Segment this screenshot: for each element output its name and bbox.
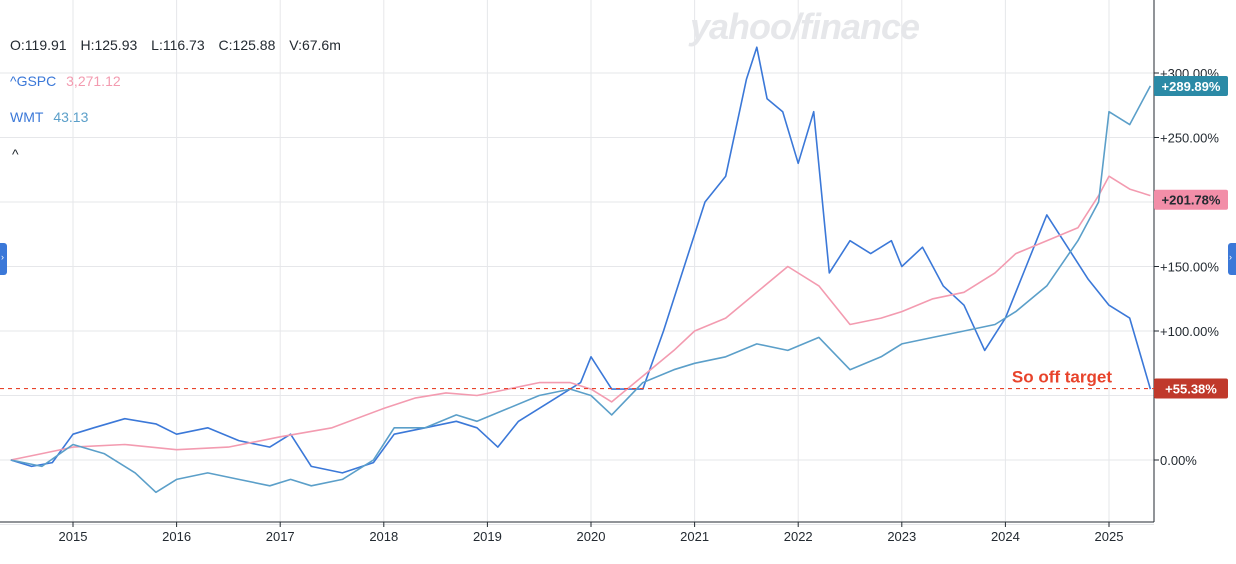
x-tick-label: 2024: [991, 529, 1020, 544]
y-tick-label: 0.00%: [1160, 453, 1197, 468]
open-value: O:119.91: [10, 37, 67, 53]
wmt-value: 43.13: [53, 109, 89, 125]
legend-wmt[interactable]: WMT 43.13: [10, 108, 351, 126]
low-value: L:116.73: [151, 37, 205, 53]
gspc-value: 3,271.12: [66, 73, 121, 89]
chevron-right-icon: ›: [1229, 252, 1232, 262]
x-tick-label: 2023: [887, 529, 916, 544]
collapse-legend-icon[interactable]: ^: [12, 146, 19, 162]
x-tick-label: 2018: [369, 529, 398, 544]
x-tick-label: 2019: [473, 529, 502, 544]
series-line-1: [10, 175, 1151, 461]
x-tick-label: 2020: [577, 529, 606, 544]
x-tick-label: 2025: [1095, 529, 1124, 544]
wmt-symbol: WMT: [10, 109, 44, 125]
legend: O:119.91 H:125.93 L:116.73 C:125.88 V:67…: [10, 36, 351, 144]
x-tick-label: 2016: [162, 529, 191, 544]
value-badge: [1154, 378, 1228, 399]
annotation-label: So off target: [1012, 368, 1112, 387]
value-badge: [1154, 76, 1228, 97]
series-line-0: [10, 46, 1152, 474]
value-badge-label: +201.78%: [1162, 193, 1221, 208]
volume-value: V:67.6m: [289, 37, 341, 53]
yahoo-finance-watermark: yahoo/finance: [690, 6, 920, 47]
y-tick-label: +100.00%: [1160, 324, 1219, 339]
x-tick-label: 2021: [680, 529, 709, 544]
ohlc-row: O:119.91 H:125.93 L:116.73 C:125.88 V:67…: [10, 36, 351, 54]
x-tick-label: 2017: [266, 529, 295, 544]
close-value: C:125.88: [218, 37, 276, 53]
x-tick-label: 2022: [784, 529, 813, 544]
x-tick-label: 2015: [59, 529, 88, 544]
left-expand-tab[interactable]: ›: [0, 243, 7, 275]
series-line-2: [10, 85, 1152, 494]
value-badge-label: +55.38%: [1165, 382, 1217, 397]
y-tick-label: +250.00%: [1160, 131, 1219, 146]
chevron-right-icon: ›: [1, 252, 4, 262]
high-value: H:125.93: [80, 37, 138, 53]
y-tick-label: +150.00%: [1160, 260, 1219, 275]
value-badge: [1154, 189, 1228, 210]
value-badge-label: +289.89%: [1162, 79, 1221, 94]
right-expand-tab[interactable]: ›: [1228, 243, 1236, 275]
gspc-symbol: ^GSPC: [10, 73, 57, 89]
legend-gspc[interactable]: ^GSPC 3,271.12: [10, 72, 351, 90]
